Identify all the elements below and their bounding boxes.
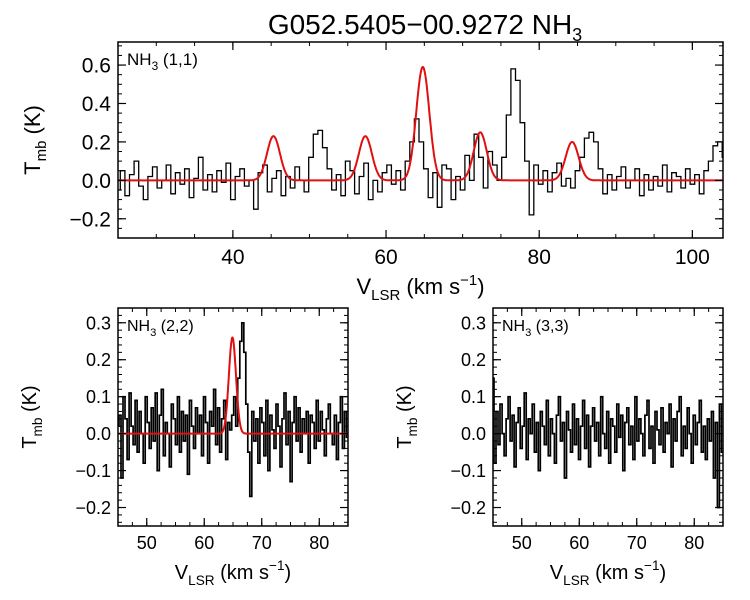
panel-nh3-11: 40 60 80 100 −0.2 0.0 0.2 0.4 0.6 NH3 (1,1) VLSR (…: [20, 41, 724, 304]
panel-nh3-33-x-tick-label: 70: [627, 533, 647, 553]
panel-nh3-11-x-axis-label-close: ): [477, 274, 484, 299]
panel-nh3-22-y-tick-label: 0.3: [86, 313, 111, 333]
panel-nh3-11-y-tick-label: 0.0: [82, 170, 111, 193]
panel-nh3-22-x-tick-label: 50: [137, 533, 157, 553]
panel-nh3-11-transition-label-main: NH: [127, 50, 152, 69]
panel-nh3-33-x-tick-label: 80: [684, 533, 704, 553]
panel-nh3-22-x-tick-label: 60: [194, 533, 214, 553]
panel-nh3-22-x-axis-label-unit: (km s: [215, 562, 269, 584]
panel-nh3-33-y-tick-label: 0.3: [461, 313, 486, 333]
panel-nh3-11-gaussian-fit-curve: [118, 66, 723, 182]
panel-nh3-11-transition-label: NH3 (1,1): [127, 50, 198, 73]
panel-nh3-33-y-axis-label-main: T: [394, 436, 416, 448]
panel-nh3-11-y-tick-label: −0.2: [70, 208, 111, 231]
figure-title: G052.5405−00.9272 NH3: [268, 9, 582, 45]
panel-nh3-22: 50 60 70 80 −0.2 −0.1 0.0 0.1 0.2 0.3 NH3 (2,2) VLS…: [19, 307, 349, 588]
panel-nh3-22-x-axis-label-sup: −1: [269, 558, 285, 573]
panel-nh3-22-x-axis-label: VLSR (km s−1): [175, 558, 291, 588]
panel-nh3-22-y-tick-label: 0.1: [86, 387, 111, 407]
panel-nh3-33-x-axis-label-close: ): [660, 562, 667, 584]
panel-nh3-11-y-tick-label: 0.4: [82, 93, 112, 116]
panel-nh3-33-y-tick-label: −0.1: [450, 461, 486, 481]
panel-nh3-11-x-axis-label-sub: LSR: [371, 287, 400, 304]
panel-nh3-22-y-tick-label: −0.1: [75, 461, 111, 481]
panel-nh3-33: 50 60 70 80 −0.2 −0.1 0.0 0.1 0.2 0.3 NH3 (3,3) VLS…: [394, 307, 724, 588]
panel-nh3-22-x-tick-label: 80: [309, 533, 329, 553]
panel-nh3-33-x-axis-label: VLSR (km s−1): [550, 558, 666, 588]
panel-nh3-11-y-axis-label-main: T: [20, 161, 45, 174]
figure-title-subscript: 3: [572, 25, 582, 45]
panel-nh3-33-y-axis-label: Tmb (K): [394, 385, 420, 448]
panel-nh3-11-x-tick-label: 100: [675, 246, 710, 269]
panel-nh3-11-y-axis-label-unit: (K): [20, 105, 45, 140]
panel-nh3-22-y-tick-label: 0.2: [86, 350, 111, 370]
panel-nh3-11-y-tick-label: 0.6: [82, 55, 111, 78]
panel-nh3-22-x-axis-label-main: V: [175, 562, 189, 584]
panel-nh3-22-y-tick-label: 0.0: [86, 424, 111, 444]
panel-nh3-22-y-axis-label-sub: mb: [30, 418, 45, 437]
panel-nh3-22-x-axis-label-close: ): [285, 562, 292, 584]
panel-nh3-22-transition-label-tail: (2,2): [156, 318, 193, 335]
panel-nh3-11-x-axis-label-main: V: [356, 274, 371, 299]
panel-nh3-11-x-tick-label: 60: [374, 246, 397, 269]
panel-nh3-22-transition-label-main: NH: [127, 318, 150, 335]
panel-nh3-22-y-axis-label: Tmb (K): [19, 385, 45, 448]
panel-nh3-33-transition-label-tail: (3,3): [531, 318, 568, 335]
panel-nh3-33-x-tick-label: 50: [512, 533, 532, 553]
panel-nh3-11-x-axis-label: VLSR (km s−1): [356, 272, 484, 304]
panel-nh3-33-y-tick-label: 0.1: [461, 387, 486, 407]
panel-nh3-33-x-axis-label-main: V: [550, 562, 564, 584]
panel-nh3-22-y-axis-label-unit: (K): [19, 385, 41, 417]
panel-nh3-33-y-tick-label: −0.2: [450, 498, 486, 518]
panel-nh3-11-transition-label-sub: 3: [152, 59, 159, 73]
panel-nh3-11-frame: [117, 41, 724, 239]
panel-nh3-11-plot: 40 60 80 100 −0.2 0.0 0.2 0.4 0.6 NH3 (1,1) VLSR (…: [20, 41, 724, 304]
panel-nh3-33-transition-label-main: NH: [502, 318, 525, 335]
panel-nh3-22-spectrum-series: [118, 321, 348, 498]
panel-nh3-33-spectrum-series: [493, 377, 723, 509]
panel-nh3-22-y-axis-label-main: T: [19, 436, 41, 448]
panel-nh3-11-spectrum-series: [118, 68, 723, 216]
panel-nh3-11-transition-label-tail: (1,1): [158, 50, 198, 69]
panel-nh3-33-x-axis-label-unit: (km s: [590, 562, 644, 584]
panel-nh3-33-y-axis-label-sub: mb: [405, 418, 420, 437]
panel-nh3-11-x-tick-label: 80: [528, 246, 551, 269]
panel-nh3-22-plot: 50 60 70 80 −0.2 −0.1 0.0 0.1 0.2 0.3 NH3 (2,2) VLS…: [19, 307, 349, 588]
panel-nh3-22-x-axis-label-sub: LSR: [188, 573, 215, 588]
panel-nh3-22-gaussian-fit-curve: [118, 336, 348, 435]
panel-nh3-33-y-tick-label: 0.0: [461, 424, 486, 444]
panel-nh3-33-plot: 50 60 70 80 −0.2 −0.1 0.0 0.1 0.2 0.3 NH3 (3,3) VLS…: [394, 307, 724, 588]
panel-nh3-33-y-axis-label-unit: (K): [394, 385, 416, 417]
panel-nh3-11-x-tick-label: 40: [221, 246, 244, 269]
panel-nh3-33-x-axis-label-sup: −1: [644, 558, 660, 573]
panel-nh3-22-transition-label-sub: 3: [150, 327, 156, 339]
panel-nh3-22-transition-label: NH3 (2,2): [127, 318, 194, 339]
panel-nh3-22-y-tick-label: −0.2: [75, 498, 111, 518]
panel-nh3-33-y-tick-label: 0.2: [461, 350, 486, 370]
panel-nh3-11-y-axis-label: Tmb (K): [20, 105, 50, 175]
panel-nh3-22-x-tick-label: 70: [252, 533, 272, 553]
panel-nh3-11-x-axis-label-unit: (km s: [400, 274, 460, 299]
panel-nh3-33-x-tick-label: 60: [569, 533, 589, 553]
panel-nh3-11-y-tick-label: 0.2: [82, 131, 111, 154]
panel-nh3-11-y-axis-label-sub: mb: [33, 141, 50, 162]
panel-nh3-33-transition-label: NH3 (3,3): [502, 318, 569, 339]
panel-nh3-11-x-axis-label-sup: −1: [460, 272, 477, 289]
panel-nh3-33-transition-label-sub: 3: [525, 327, 531, 339]
panel-nh3-33-x-axis-label-sub: LSR: [563, 573, 590, 588]
